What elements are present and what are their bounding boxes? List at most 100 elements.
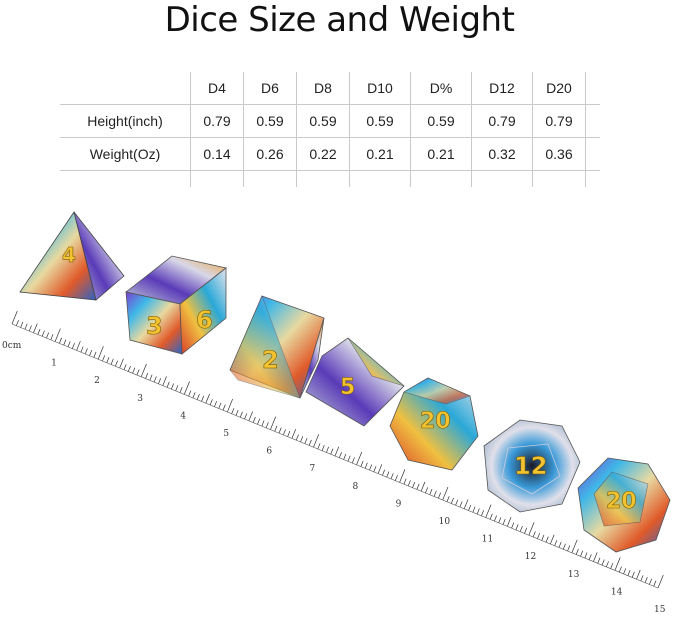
ruler-number: 9 (396, 499, 402, 509)
ruler-tick (123, 364, 127, 370)
col-header-d4: D4 (190, 72, 244, 105)
ruler-tick (218, 402, 222, 409)
ruler-tick (442, 486, 449, 501)
ruler-tick (610, 562, 614, 569)
ruler-tick (364, 462, 368, 469)
ruler-tick (278, 427, 282, 434)
ruler-tick (222, 404, 226, 411)
d12-die: 12 (483, 419, 581, 513)
ruler-tick (179, 386, 183, 393)
ruler-tick (153, 376, 157, 383)
ruler-tick (20, 321, 24, 328)
ruler-tick (567, 545, 571, 552)
ruler-number: 6 (266, 447, 272, 457)
ruler-tick (287, 430, 291, 437)
col-header-dpercent: D% (410, 72, 472, 105)
ruler-tick (399, 469, 406, 483)
cell-height-d12: 0.79 (471, 104, 533, 138)
ruler-tick (106, 357, 110, 363)
ruler-tick (571, 539, 578, 553)
ruler-tick (50, 334, 54, 340)
ruler-tick (257, 418, 261, 425)
col-header-d12: D12 (471, 72, 533, 105)
ruler-tick (231, 408, 235, 414)
cell-weight-d10: 0.21 (349, 137, 411, 171)
ruler-number: 12 (525, 552, 536, 562)
ruler-tick (511, 522, 515, 529)
cell-weight-d12: 0.32 (471, 137, 533, 171)
ruler-number: 3 (137, 394, 143, 404)
cell-weight-d20: 0.36 (532, 137, 586, 171)
ruler-tick (472, 506, 476, 513)
cell-weight-dpercent: 0.21 (410, 137, 472, 171)
ruler-tick (261, 420, 265, 427)
table-corner (60, 72, 191, 105)
ruler-tick (394, 474, 398, 481)
ruler-tick (140, 363, 147, 377)
ruler-tick (308, 439, 312, 446)
ruler-tick (425, 487, 429, 494)
ruler-tick (97, 346, 104, 360)
ruler-tick (270, 416, 277, 430)
ruler-tick (59, 337, 62, 344)
ruler-tick (67, 341, 71, 348)
ruler-tick (390, 473, 394, 480)
ruler-tick (593, 552, 598, 562)
table-row: Weight(Oz) 0.14 0.26 0.22 0.21 0.21 0.32… (60, 137, 600, 171)
d12-face-number: 12 (514, 452, 547, 480)
ruler-tick (382, 469, 385, 476)
ruler-number: 7 (309, 464, 315, 474)
ruler-tick (438, 492, 441, 499)
ruler-tick (657, 574, 664, 589)
ruler-tick (356, 451, 363, 465)
ruler-tick (653, 580, 657, 587)
d6-face-number-left: 3 (146, 312, 163, 340)
ruler-tick (446, 496, 450, 502)
ruler-tick (562, 543, 566, 550)
ruler-tick (649, 578, 652, 585)
ruler-tick (636, 569, 641, 580)
ruler-tick (149, 374, 153, 381)
dice-spec-table: D4 D6 D8 D10 D% D12 D20 Height(inch) 0.7… (60, 72, 600, 187)
ruler-tick (433, 490, 437, 497)
ruler-tick (76, 341, 81, 351)
ruler-tick (330, 448, 334, 455)
ruler-tick (502, 518, 506, 525)
d8-face-number: 2 (262, 346, 279, 374)
d20-face-number: 20 (606, 489, 637, 514)
ruler-tick (214, 401, 218, 407)
table-row: Height(inch) 0.79 0.59 0.59 0.59 0.59 0.… (60, 104, 600, 138)
d-percent-face-number: 20 (420, 409, 451, 434)
ruler-tick (450, 497, 454, 504)
ruler-tick (489, 513, 493, 520)
ruler-tick (28, 325, 32, 332)
ruler-tick (24, 323, 28, 330)
ruler-tick (313, 434, 320, 448)
ruler-tick (558, 541, 562, 548)
ruler-tick (515, 524, 519, 531)
cell-height-d20: 0.79 (532, 104, 586, 138)
ruler-tick (494, 515, 497, 522)
ruler-tick (171, 383, 174, 390)
ruler-tick (33, 323, 38, 333)
ruler-tick (295, 434, 299, 441)
ruler-number: 13 (568, 570, 580, 580)
ruler-tick (317, 443, 321, 450)
ruler-tick (463, 499, 469, 509)
ruler-tick (537, 533, 541, 539)
ruler-tick (115, 360, 118, 367)
d6-die: 3 6 (125, 255, 227, 355)
table-header-row: D4 D6 D8 D10 D% D12 D20 (60, 72, 600, 105)
ruler-tick (605, 561, 609, 568)
ruler-tick (369, 464, 373, 471)
ruler-tick (300, 436, 304, 443)
row-label-height: Height(inch) (60, 104, 191, 138)
d4-die: 4 (19, 211, 125, 301)
ruler-tick (506, 517, 512, 527)
ruler-tick (532, 531, 536, 538)
cell-height-d8: 0.59 (296, 104, 350, 138)
ruler-tick (627, 569, 631, 576)
ruler-unit-label: 0cm (2, 341, 22, 351)
